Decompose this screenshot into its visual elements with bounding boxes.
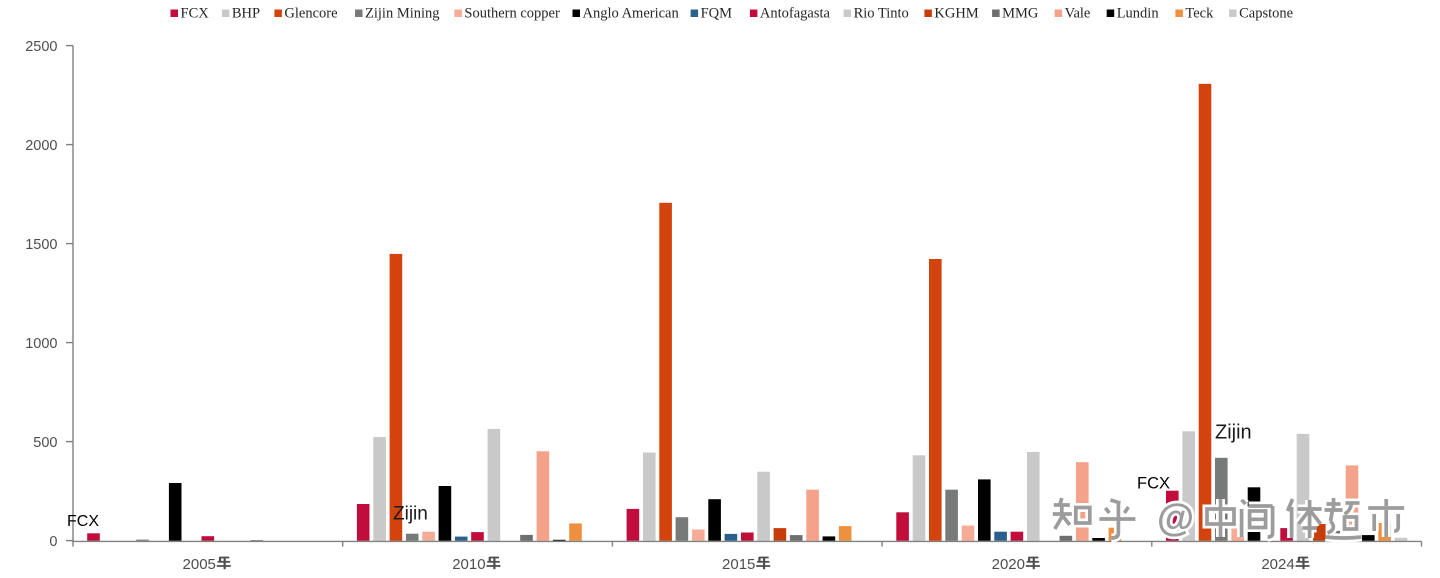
svg-text:Lundin: Lundin [1117,5,1160,21]
svg-text:FQM: FQM [701,5,733,21]
svg-text:FCX: FCX [1137,475,1170,493]
svg-text:Capstone: Capstone [1239,5,1293,21]
svg-text:@: @ [1157,498,1194,540]
svg-text:Anglo American: Anglo American [583,5,680,21]
svg-text:MMG: MMG [1002,5,1039,21]
svg-text:2000: 2000 [25,138,57,154]
svg-text:@: @ [1157,498,1194,540]
svg-text:FCX: FCX [67,513,99,530]
svg-text:Vale: Vale [1065,5,1091,21]
svg-text:Antofagasta: Antofagasta [760,5,831,21]
svg-text:1500: 1500 [25,237,57,253]
svg-text:2024: 2024 [1261,556,1294,573]
svg-text:2010: 2010 [452,556,485,573]
svg-text:Zijin: Zijin [1215,422,1252,444]
svg-text:2020: 2020 [992,556,1025,573]
svg-text:Rio Tinto: Rio Tinto [854,5,909,21]
svg-text:0: 0 [49,534,57,550]
svg-text:Zijin Mining: Zijin Mining [365,5,440,21]
svg-text:1000: 1000 [25,336,57,352]
svg-text:2005: 2005 [183,556,216,573]
svg-text:FCX: FCX [181,5,210,21]
svg-text:500: 500 [33,435,57,451]
svg-text:Zijin: Zijin [393,504,428,525]
svg-text:Glencore: Glencore [284,5,337,21]
svg-text:Teck: Teck [1185,5,1214,21]
svg-text:2500: 2500 [25,39,57,55]
svg-text:KGHM: KGHM [934,5,978,21]
svg-text:BHP: BHP [232,5,260,21]
svg-text:Southern copper: Southern copper [464,5,560,21]
svg-text:2015: 2015 [722,556,755,573]
